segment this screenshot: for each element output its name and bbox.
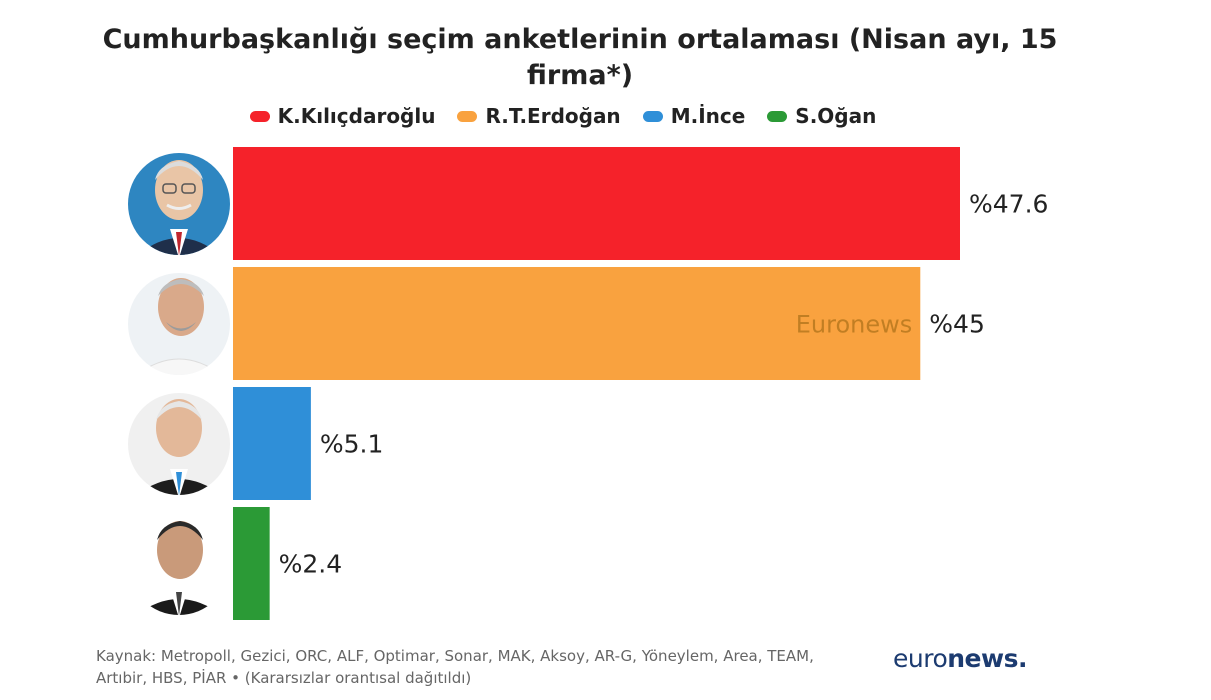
legend-item-ogan: S.Oğan [767,104,876,128]
source-note: Kaynak: Metropoll, Gezici, ORC, ALF, Opt… [96,645,886,689]
logo-part-2: news. [947,644,1027,673]
value-label-ogan: %2.4 [279,550,343,579]
value-label-ince: %5.1 [320,430,384,459]
legend-label: R.T.Erdoğan [485,104,621,128]
legend-item-kilicdaroglu: K.Kılıçdaroğlu [249,104,436,128]
legend-swatch [249,110,270,122]
logo-part-1: euro [893,644,948,673]
legend-label: M.İnce [670,104,746,128]
value-labels-group: %47.6 %45 %5.1 %2.4 [279,190,1049,579]
portrait-ince [128,393,230,495]
legend-swatch [642,110,663,122]
bars-group [233,147,960,620]
legend: K.Kılıçdaroğlu R.T.Erdoğan M.İnce S.Oğan [0,104,1126,128]
portrait-ogan [128,513,230,615]
euronews-logo: euronews. [893,644,1027,673]
legend-swatch [457,110,478,122]
bar-kilicdaroglu [233,147,960,260]
legend-swatch [767,110,788,122]
bar-erdogan [233,267,921,380]
source-line-1: Kaynak: Metropoll, Gezici, ORC, ALF, Opt… [96,647,814,665]
bar-ogan [233,507,270,620]
watermark-text: Euronews [796,311,913,339]
legend-label: K.Kılıçdaroğlu [277,104,436,128]
legend-label: S.Oğan [795,104,877,128]
value-label-erdogan: %45 [929,310,985,339]
bar-chart: %47.6 %45 %5.1 %2.4 Euronews [128,147,1049,620]
legend-item-erdogan: R.T.Erdoğan [457,104,621,128]
value-label-kilicdaroglu: %47.6 [969,190,1048,219]
portrait-kilicdaroglu [128,153,230,255]
legend-item-ince: M.İnce [642,104,746,128]
bar-ince [233,387,311,500]
source-line-2: Artıbir, HBS, PİAR • (Kararsızlar orantı… [96,669,472,687]
chart-title: Cumhurbaşkanlığı seçim anketlerinin orta… [102,24,1058,91]
portrait-erdogan [128,273,230,375]
